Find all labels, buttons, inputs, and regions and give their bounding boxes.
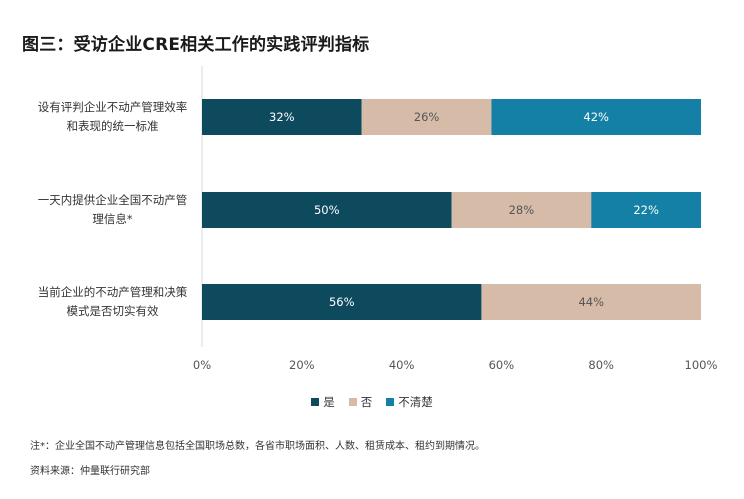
bar-3-series-2: [481, 284, 701, 320]
data-label-1-3: 42%: [583, 110, 609, 124]
legend-item: 是: [311, 394, 335, 410]
bar-2-series-3: [591, 192, 701, 228]
x-tick-label: 80%: [588, 358, 614, 372]
legend-label: 不清楚: [398, 395, 433, 409]
bar-2-series-2: [451, 192, 592, 228]
x-tick-label: 100%: [685, 358, 718, 372]
legend-swatch: [311, 398, 320, 406]
source-note: 资料来源：仲量联行研究部: [30, 466, 150, 477]
category-label-line: 设有评判企业不动产管理效率: [37, 100, 188, 114]
category-label: 一天内提供企业全国不动产管 理信息*: [30, 191, 195, 229]
legend-item: 否: [348, 394, 373, 410]
data-label-1-2: 26%: [414, 110, 440, 124]
x-tick-label: 40%: [389, 358, 415, 372]
stacked-bar-chart: 32% 26% 42% 50% 28% 22% 56% 44% 0% 20% 40% 60% 80% 10…: [193, 66, 718, 372]
bar-3-series-1: [202, 284, 482, 320]
chart-title: 图三：受访企业CRE相关工作的实践评判指标: [22, 35, 370, 55]
category-label-line: 和表现的统一标准: [66, 119, 159, 133]
footnote: 注*：企业全国不动产管理信息包括全国职场总数，各省市职场面积、人数、租赁成本、租…: [30, 441, 485, 452]
x-tick-label: 0%: [193, 358, 211, 372]
legend-label: 是: [323, 395, 335, 409]
category-label-line: 一天内提供企业全国不动产管: [37, 193, 188, 207]
category-label: 当前企业的不动产管理和决策 模式是否切实有效: [30, 283, 195, 321]
category-label-line: 模式是否切实有效: [66, 304, 159, 318]
data-label-3-2: 44%: [578, 295, 604, 309]
bar-1-series-1: [202, 99, 362, 135]
legend-item: 不清楚: [386, 394, 433, 410]
x-tick-label: 60%: [489, 358, 515, 372]
x-tick-label: 20%: [289, 358, 315, 372]
category-label-line: 理信息*: [92, 212, 133, 226]
data-label-2-3: 22%: [633, 203, 659, 217]
legend-label: 否: [360, 395, 373, 409]
data-label-2-2: 28%: [509, 203, 535, 217]
legend-swatch: [348, 398, 357, 406]
legend: 是 否 不清楚: [0, 394, 744, 410]
bar-1-series-3: [491, 99, 701, 135]
bar-1-series-2: [361, 99, 492, 135]
legend-swatch: [386, 398, 395, 406]
category-label: 设有评判企业不动产管理效率 和表现的统一标准: [30, 98, 195, 136]
data-label-3-1: 56%: [329, 295, 355, 309]
data-label-1-1: 32%: [269, 110, 295, 124]
data-label-2-1: 50%: [314, 203, 340, 217]
bar-2-series-1: [202, 192, 452, 228]
category-label-line: 当前企业的不动产管理和决策: [37, 285, 188, 299]
